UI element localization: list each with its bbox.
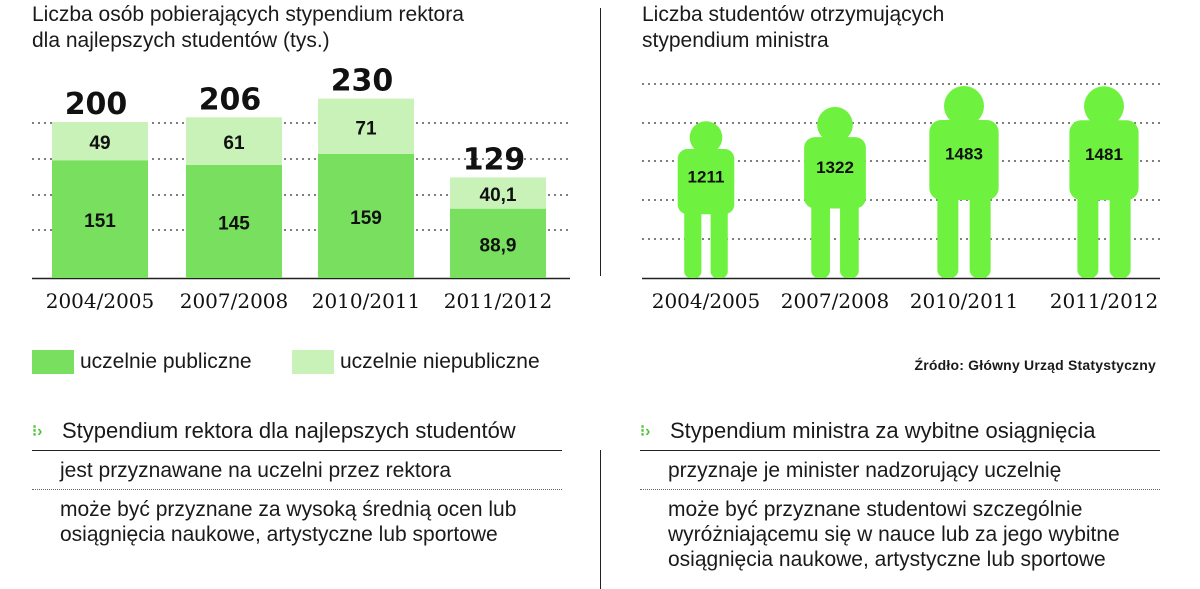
figure-body bbox=[677, 148, 735, 215]
legend-public: uczelnie publiczne bbox=[32, 350, 252, 374]
figure-head bbox=[1084, 86, 1124, 127]
person-figure bbox=[804, 106, 866, 278]
x-tick-label: 2010/2011 bbox=[312, 289, 421, 313]
x-tick-label: 2010/2011 bbox=[910, 289, 1019, 313]
info-heading-minister: ⁝› Stypendium ministra za wybitne osiągn… bbox=[640, 418, 1160, 451]
bar-public bbox=[52, 160, 148, 278]
right-chart-title: Liczba studentów otrzymujących stypendiu… bbox=[642, 2, 944, 54]
person-figure bbox=[677, 121, 735, 278]
legend-label-nonpublic: uczelnie niepubliczne bbox=[340, 350, 540, 373]
data-label-public: 159 bbox=[350, 208, 382, 229]
info-heading-minister-text: Stypendium ministra za wybitne osiągnięc… bbox=[670, 418, 1096, 443]
data-label-public: 151 bbox=[84, 211, 116, 232]
bullet-icon: ⁝› bbox=[32, 423, 43, 440]
x-tick-label: 2007/2008 bbox=[180, 289, 289, 313]
total-label: 206 bbox=[199, 82, 262, 117]
person-figure bbox=[1069, 86, 1139, 278]
figure-head bbox=[689, 121, 723, 154]
minister-scholarship-chart: 1211 2004/2005 1322 2007/2008 1483 2010/2011 1… bbox=[642, 83, 1160, 313]
info-box-minister: ⁝› Stypendium ministra za wybitne osiągn… bbox=[640, 418, 1160, 578]
bar-nonpublic bbox=[318, 98, 414, 154]
x-tick-label: 2004/2005 bbox=[652, 289, 761, 313]
bar-public bbox=[450, 208, 546, 278]
figure-leg bbox=[937, 192, 959, 278]
x-tick-label: 2007/2008 bbox=[781, 289, 890, 313]
figure-head bbox=[944, 86, 984, 126]
x-tick-label: 2011/2012 bbox=[1050, 289, 1159, 313]
figure-body bbox=[804, 137, 866, 209]
data-label-nonpublic: 61 bbox=[223, 133, 245, 154]
figure-leg bbox=[1077, 192, 1099, 278]
legend-swatch-nonpublic bbox=[292, 350, 334, 374]
figure-head bbox=[817, 106, 853, 143]
x-tick-label: 2004/2005 bbox=[46, 289, 155, 313]
data-label: 1322 bbox=[816, 158, 854, 177]
left-title-line-1: Liczba osób pobierających stypendium rek… bbox=[32, 3, 464, 26]
figure-body bbox=[929, 120, 999, 200]
panel-divider-bottom bbox=[600, 450, 601, 589]
data-label-nonpublic: 71 bbox=[355, 118, 377, 139]
bar-public bbox=[186, 164, 282, 278]
data-label-nonpublic: 49 bbox=[89, 133, 110, 154]
right-title-line-1: Liczba studentów otrzymujących bbox=[642, 3, 945, 26]
figure-leg bbox=[710, 207, 728, 278]
bar-nonpublic bbox=[52, 122, 148, 161]
rector-scholarship-chart: 151 49 200 2004/2005 145 61 206 2007/2008 159 71 2… bbox=[32, 64, 570, 313]
left-title-line-2: dla najlepszych studentów (tys.) bbox=[32, 29, 330, 52]
person-figure bbox=[929, 86, 999, 278]
source-note: Źródło: Główny Urząd Statystyczny bbox=[914, 357, 1156, 373]
panel-divider-top bbox=[600, 8, 601, 276]
figure-body bbox=[1069, 120, 1139, 201]
data-label-public: 145 bbox=[218, 213, 250, 234]
data-label: 1483 bbox=[945, 145, 983, 164]
info-box-rector: ⁝› Stypendium rektora dla najlepszych st… bbox=[32, 418, 562, 553]
info-line-rector-2: może być przyznane za wysoką średnią oce… bbox=[60, 498, 517, 546]
legend-label-public: uczelnie publiczne bbox=[80, 350, 252, 373]
data-label: 1211 bbox=[688, 167, 725, 186]
data-label-public: 88,9 bbox=[480, 235, 517, 256]
info-heading-rector: ⁝› Stypendium rektora dla najlepszych st… bbox=[32, 418, 562, 451]
figure-leg bbox=[811, 201, 830, 278]
total-label: 230 bbox=[331, 64, 394, 99]
info-line-rector-1: jest przyznawane na uczelni przez rektor… bbox=[32, 451, 562, 490]
x-tick-label: 2011/2012 bbox=[444, 289, 553, 313]
figure-leg bbox=[969, 192, 991, 278]
figure-leg bbox=[840, 201, 859, 278]
total-label: 129 bbox=[463, 142, 526, 177]
data-label-nonpublic: 40,1 bbox=[480, 185, 517, 206]
legend-nonpublic: uczelnie niepubliczne bbox=[292, 350, 540, 374]
info-line-minister-2: może być przyznane studentowi szczególni… bbox=[668, 498, 1120, 571]
info-line-minister-1: przyznaje je minister nadzorujący uczeln… bbox=[640, 451, 1160, 490]
bullet-icon: ⁝› bbox=[640, 423, 651, 440]
bar-nonpublic bbox=[450, 177, 546, 209]
left-chart-title: Liczba osób pobierających stypendium rek… bbox=[32, 2, 464, 54]
right-title-line-2: stypendium ministra bbox=[642, 29, 829, 52]
data-label: 1481 bbox=[1085, 145, 1123, 164]
total-label: 200 bbox=[65, 87, 128, 122]
bar-nonpublic bbox=[186, 117, 282, 165]
bar-public bbox=[318, 153, 414, 278]
figure-leg bbox=[684, 207, 702, 278]
figure-leg bbox=[1109, 192, 1131, 278]
legend-swatch-public bbox=[32, 350, 74, 374]
info-heading-rector-text: Stypendium rektora dla najlepszych stude… bbox=[62, 418, 516, 443]
